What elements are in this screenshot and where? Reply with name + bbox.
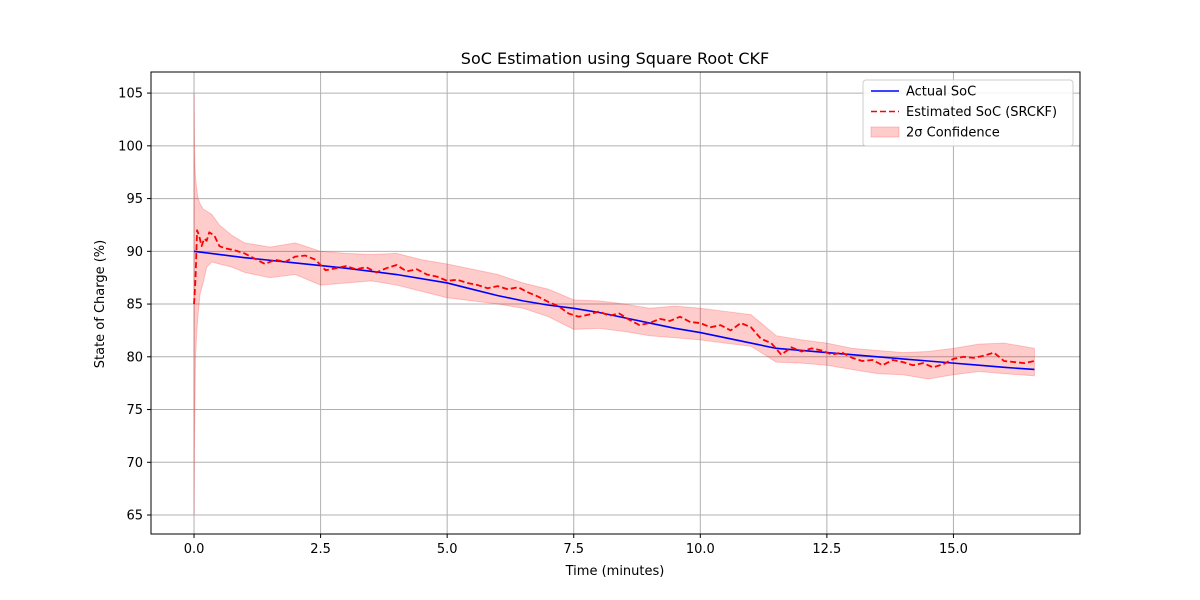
- series-lines-layer: [193, 229, 1035, 371]
- x-tick-label: 10.0: [686, 542, 715, 557]
- y-tick-label: 95: [126, 192, 143, 207]
- y-tick-label: 80: [126, 350, 143, 365]
- x-axis-ticks: 0.0 2.5 5.0 7.5 10.0 12.5 15.0: [184, 534, 968, 557]
- x-tick-label: 5.0: [437, 542, 458, 557]
- y-tick-label: 85: [126, 298, 143, 313]
- x-tick-label: 12.5: [812, 542, 841, 557]
- legend-label: Estimated SoC (SRCKF): [906, 105, 1057, 120]
- estimated-soc-line: [193, 229, 1035, 369]
- legend-box: [862, 79, 1074, 147]
- y-axis-label: State of Charge (%): [93, 240, 108, 368]
- chart-title: SoC Estimation using Square Root CKF: [461, 49, 769, 68]
- y-axis-ticks: 65 70 75 80 85 90 95 100 105: [118, 87, 151, 524]
- plot-frame: [150, 71, 1081, 535]
- y-tick-label: 70: [126, 456, 143, 471]
- confidence-band: [193, 93, 1035, 516]
- grid: [151, 72, 1080, 534]
- y-tick-label: 90: [126, 245, 143, 260]
- y-tick-label: 65: [126, 509, 143, 524]
- x-tick-label: 2.5: [310, 542, 331, 557]
- y-tick-label: 75: [126, 403, 143, 418]
- y-tick-label: 100: [118, 139, 143, 154]
- y-tick-label: 105: [118, 87, 143, 102]
- x-tick-label: 0.0: [184, 542, 205, 557]
- confidence-band-layer: [193, 93, 1035, 516]
- legend: Actual SoC Estimated SoC (SRCKF) 2σ Confid…: [862, 79, 1074, 147]
- legend-label: Actual SoC: [906, 85, 976, 100]
- x-axis-label: Time (minutes): [565, 564, 665, 579]
- legend-label: 2σ Confidence: [906, 126, 1000, 141]
- legend-swatch-band: [870, 126, 900, 138]
- actual-soc-line: [193, 250, 1035, 371]
- x-tick-label: 15.0: [939, 542, 968, 557]
- x-tick-label: 7.5: [563, 542, 584, 557]
